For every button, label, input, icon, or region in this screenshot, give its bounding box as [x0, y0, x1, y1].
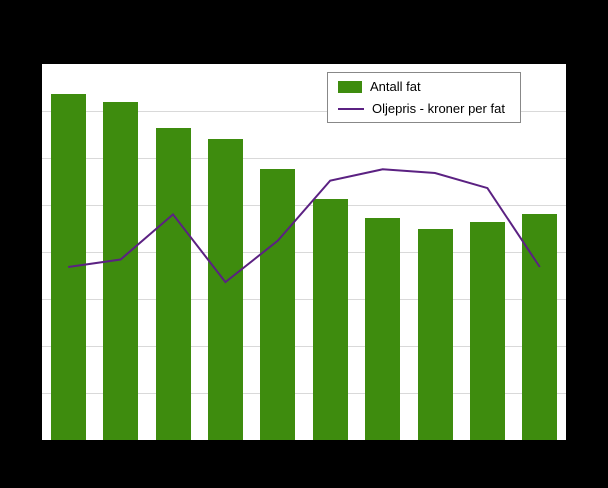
gridline [42, 111, 566, 112]
gridline [42, 393, 566, 394]
bar [156, 128, 191, 440]
bar [313, 199, 348, 440]
legend-label-antall-fat: Antall fat [370, 79, 421, 94]
bar [208, 139, 243, 440]
bar [522, 214, 557, 440]
line-swatch-icon [338, 107, 364, 110]
legend-item-oljepris: Oljepris - kroner per fat [338, 102, 510, 115]
bar [51, 94, 86, 440]
legend: Antall fat Oljepris - kroner per fat [327, 72, 521, 123]
plot-area: Antall fat Oljepris - kroner per fat [42, 64, 566, 440]
bar [418, 229, 453, 440]
gridline [42, 158, 566, 159]
bar-swatch-icon [338, 80, 362, 93]
bar [260, 169, 295, 440]
bar [103, 102, 138, 440]
bar [365, 218, 400, 440]
gridline [42, 346, 566, 347]
bar [470, 222, 505, 440]
gridline [42, 299, 566, 300]
legend-item-antall-fat: Antall fat [338, 80, 510, 93]
legend-label-oljepris: Oljepris - kroner per fat [372, 101, 505, 116]
